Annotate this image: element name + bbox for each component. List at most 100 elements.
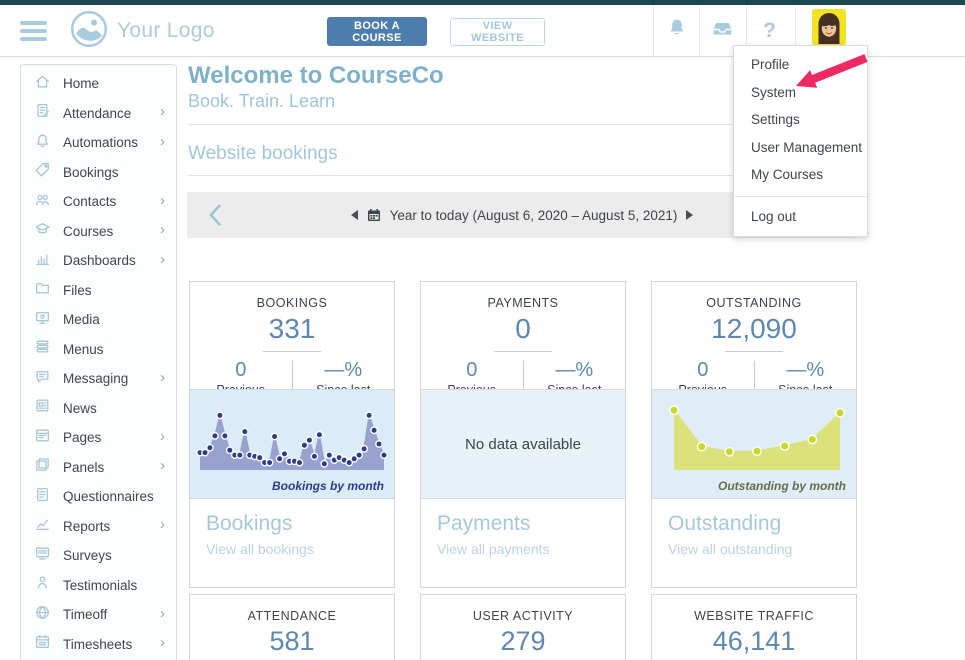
sidebar-item-timesheets[interactable]: Timesheets › (21, 630, 176, 660)
view-website-button[interactable]: VIEW WEBSITE (450, 18, 545, 46)
sidebar-item-label: Courses (63, 223, 114, 239)
help-button[interactable]: ? (747, 5, 792, 56)
payments-chart-empty: No data available (421, 389, 625, 499)
sidebar-item-attendance[interactable]: Attendance › (21, 99, 176, 129)
divider (494, 351, 552, 352)
files-icon (34, 279, 51, 301)
chevron-right-icon: › (160, 457, 165, 475)
logo-image-icon (70, 10, 108, 53)
sidebar-item-contacts[interactable]: Contacts › (21, 187, 176, 217)
chevron-right-icon: › (160, 604, 165, 622)
inbox-icon (711, 17, 734, 45)
questionnaires-icon (34, 486, 51, 508)
user-dropdown-items: Profile System Settings User Management My C… (734, 51, 867, 189)
chevron-right-icon: › (160, 132, 165, 150)
divider (522, 361, 524, 399)
reports-icon (34, 515, 51, 537)
automations-icon (34, 132, 51, 154)
date-forward-arrow[interactable] (686, 210, 694, 220)
card-value: 331 (268, 313, 316, 344)
chevron-right-icon: › (160, 191, 165, 209)
outstanding-sparkline-chart: Outstanding by month (652, 389, 856, 499)
sidebar-item-news[interactable]: News (21, 394, 176, 424)
chevron-right-icon: › (160, 221, 165, 239)
card-value: 279 (500, 626, 546, 656)
menu-divider (734, 195, 867, 197)
sidebar-item-bookings[interactable]: Bookings (21, 158, 176, 188)
prev-period-chevron[interactable] (207, 203, 223, 227)
sidebar-item-label: Testimonials (63, 577, 138, 593)
card-title: USER ACTIVITY (472, 609, 574, 623)
card-value: 0 (515, 313, 531, 344)
sidebar-item-timeoff[interactable]: Timeoff › (21, 600, 176, 630)
menu-item-settings[interactable]: Settings (751, 112, 800, 127)
panels-icon (34, 456, 51, 478)
card-title: ATTENDANCE (247, 609, 337, 623)
sidebar-item-reports[interactable]: Reports › (21, 512, 176, 542)
sidebar-item-label: Files (63, 282, 92, 298)
sidebar-item-files[interactable]: Files (21, 276, 176, 306)
attendance-card: ATTENDANCE 581 (189, 594, 395, 660)
courses-icon (34, 220, 51, 242)
view-all-payments-link[interactable]: Payments View all payments (437, 512, 550, 557)
divider (291, 361, 293, 399)
view-all-bookings-link[interactable]: Bookings View all bookings (206, 512, 314, 557)
card-value: 12,090 (711, 313, 797, 344)
sidebar-item-courses[interactable]: Courses › (21, 217, 176, 247)
logo-link[interactable]: Your Logo (70, 10, 215, 53)
book-a-course-button[interactable]: BOOK A COURSE (327, 17, 427, 46)
dashboards-icon (34, 250, 51, 272)
menu-item-profile[interactable]: Profile (751, 57, 790, 72)
sidebar-item-testimonials[interactable]: Testimonials (21, 571, 176, 601)
sidebar-item-label: Reports (63, 518, 111, 534)
bookings-icon (34, 161, 51, 183)
menu-item-user-management[interactable]: User Management (751, 139, 863, 155)
notifications-button[interactable] (654, 5, 699, 56)
sidebar-item-automations[interactable]: Automations › (21, 128, 176, 158)
divider (188, 175, 857, 176)
chevron-right-icon: › (160, 103, 165, 121)
sidebar-item-pages[interactable]: Pages › (21, 423, 176, 453)
divider (263, 351, 321, 352)
timesheets-icon (34, 633, 51, 655)
sidebar-item-home[interactable]: Home (21, 69, 176, 99)
timeoff-icon (34, 604, 51, 626)
sidebar-item-media[interactable]: Media (21, 305, 176, 335)
user-activity-card: USER ACTIVITY 279 (420, 594, 626, 660)
view-all-outstanding-link[interactable]: Outstanding View all outstanding (668, 512, 793, 557)
sidebar-item-label: Contacts (63, 194, 117, 210)
date-back-arrow[interactable] (350, 210, 358, 220)
menu-item-my-courses[interactable]: My Courses (751, 167, 824, 182)
surveys-icon (34, 545, 51, 567)
sidebar-item-panels[interactable]: Panels › (21, 453, 176, 483)
card-title: WEBSITE TRAFFIC (694, 609, 814, 623)
sidebar-item-label: Menus (63, 341, 104, 357)
date-range-label[interactable]: Year to today (August 6, 2020 – August 5… (389, 207, 678, 223)
card-value: 46,141 (712, 626, 796, 656)
payments-card: PAYMENTS 0 0 Previous —% Since last No d… (420, 281, 626, 588)
sidebar-item-dashboards[interactable]: Dashboards › (21, 246, 176, 276)
menu-item-system[interactable]: System (751, 84, 797, 100)
outstanding-card: OUTSTANDING 12,090 0 Previous —% Since l… (651, 281, 857, 588)
chart-caption: Bookings by month (272, 479, 384, 493)
calendar-icon (367, 208, 381, 222)
sidebar-item-label: Home (63, 76, 100, 92)
user-avatar[interactable] (812, 9, 846, 45)
contacts-icon (34, 191, 51, 213)
sidebar-item-menus[interactable]: Menus (21, 335, 176, 365)
header-divider (795, 5, 796, 56)
section-title: Website bookings (188, 143, 338, 164)
bookings-sparkline-chart: Bookings by month (190, 389, 394, 499)
area-chart (669, 405, 845, 470)
chevron-right-icon: › (160, 427, 165, 445)
hamburger-menu-icon[interactable] (20, 21, 47, 41)
page-subtitle: Book. Train. Learn (188, 91, 336, 111)
menu-item-log-out[interactable]: Log out (751, 208, 797, 224)
sidebar-item-label: Timeoff (63, 607, 108, 623)
inbox-button[interactable] (700, 5, 745, 56)
sidebar-item-questionnaires[interactable]: Questionnaires (21, 482, 176, 512)
sidebar-item-messaging[interactable]: Messaging › (21, 364, 176, 394)
sidebar-item-surveys[interactable]: Surveys (21, 541, 176, 571)
card-value: 581 (269, 626, 315, 656)
